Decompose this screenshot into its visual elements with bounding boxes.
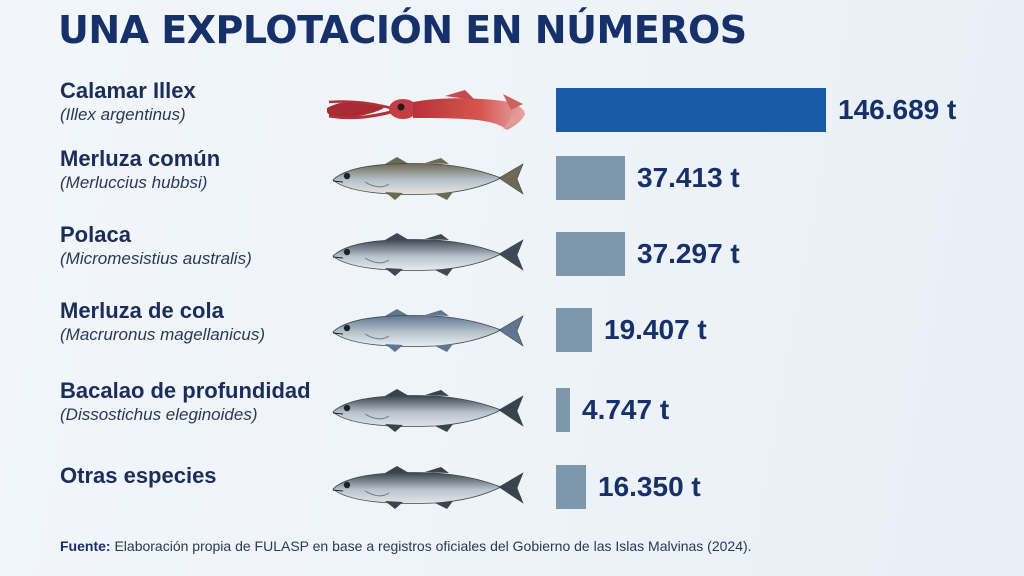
species-label: Bacalao de profundidad (Dissostichus eleg… [60, 378, 311, 426]
species-scientific-name: (Illex argentinus) [60, 105, 186, 124]
species-label: Merluza de cola (Macruronus magellanicus) [60, 298, 265, 346]
species-scientific-name: (Macruronus magellanicus) [60, 325, 266, 344]
species-common-name: Calamar Illex [60, 78, 196, 103]
squid-icon [325, 86, 530, 136]
species-common-name: Merluza común [60, 146, 221, 171]
bar-value-label: 19.407 t [604, 314, 707, 345]
species-label: Calamar Illex (Illex argentinus) [60, 78, 196, 126]
fish-icon [325, 306, 530, 356]
species-scientific-name: (Dissostichus eleginoides) [60, 405, 258, 424]
source-label: Fuente: [60, 538, 111, 554]
species-common-name: Bacalao de profundidad [60, 378, 311, 403]
bar-value-label: 37.297 t [637, 238, 740, 269]
species-common-name: Otras especies [60, 463, 217, 488]
fish-icon [325, 463, 530, 513]
page-title: UNA EXPLOTACIÓN EN NÚMEROS [58, 8, 747, 52]
bar [556, 232, 625, 276]
species-label: Polaca (Micromesistius australis) [60, 222, 252, 270]
species-scientific-name: (Micromesistius australis) [60, 249, 252, 268]
species-common-name: Merluza de cola [60, 298, 224, 323]
bar [556, 465, 586, 509]
fish-icon [325, 386, 530, 436]
bar-value-label: 16.350 t [598, 471, 701, 502]
bar [556, 156, 625, 200]
bar-value-label: 37.413 t [637, 162, 740, 193]
bar [556, 388, 570, 432]
species-common-name: Polaca [60, 222, 131, 247]
bar [556, 88, 826, 132]
fish-icon [325, 230, 530, 280]
source-text: Elaboración propia de FULASP en base a r… [114, 538, 752, 554]
source-note: Fuente: Elaboración propia de FULASP en … [60, 538, 752, 554]
bar [556, 308, 592, 352]
bar-value-label: 4.747 t [582, 394, 670, 425]
bar-value-label: 146.689 t [838, 94, 957, 125]
species-label: Merluza común (Merluccius hubbsi) [60, 146, 220, 194]
species-label: Otras especies [60, 463, 217, 489]
fish-icon [325, 154, 530, 204]
species-scientific-name: (Merluccius hubbsi) [60, 173, 208, 192]
